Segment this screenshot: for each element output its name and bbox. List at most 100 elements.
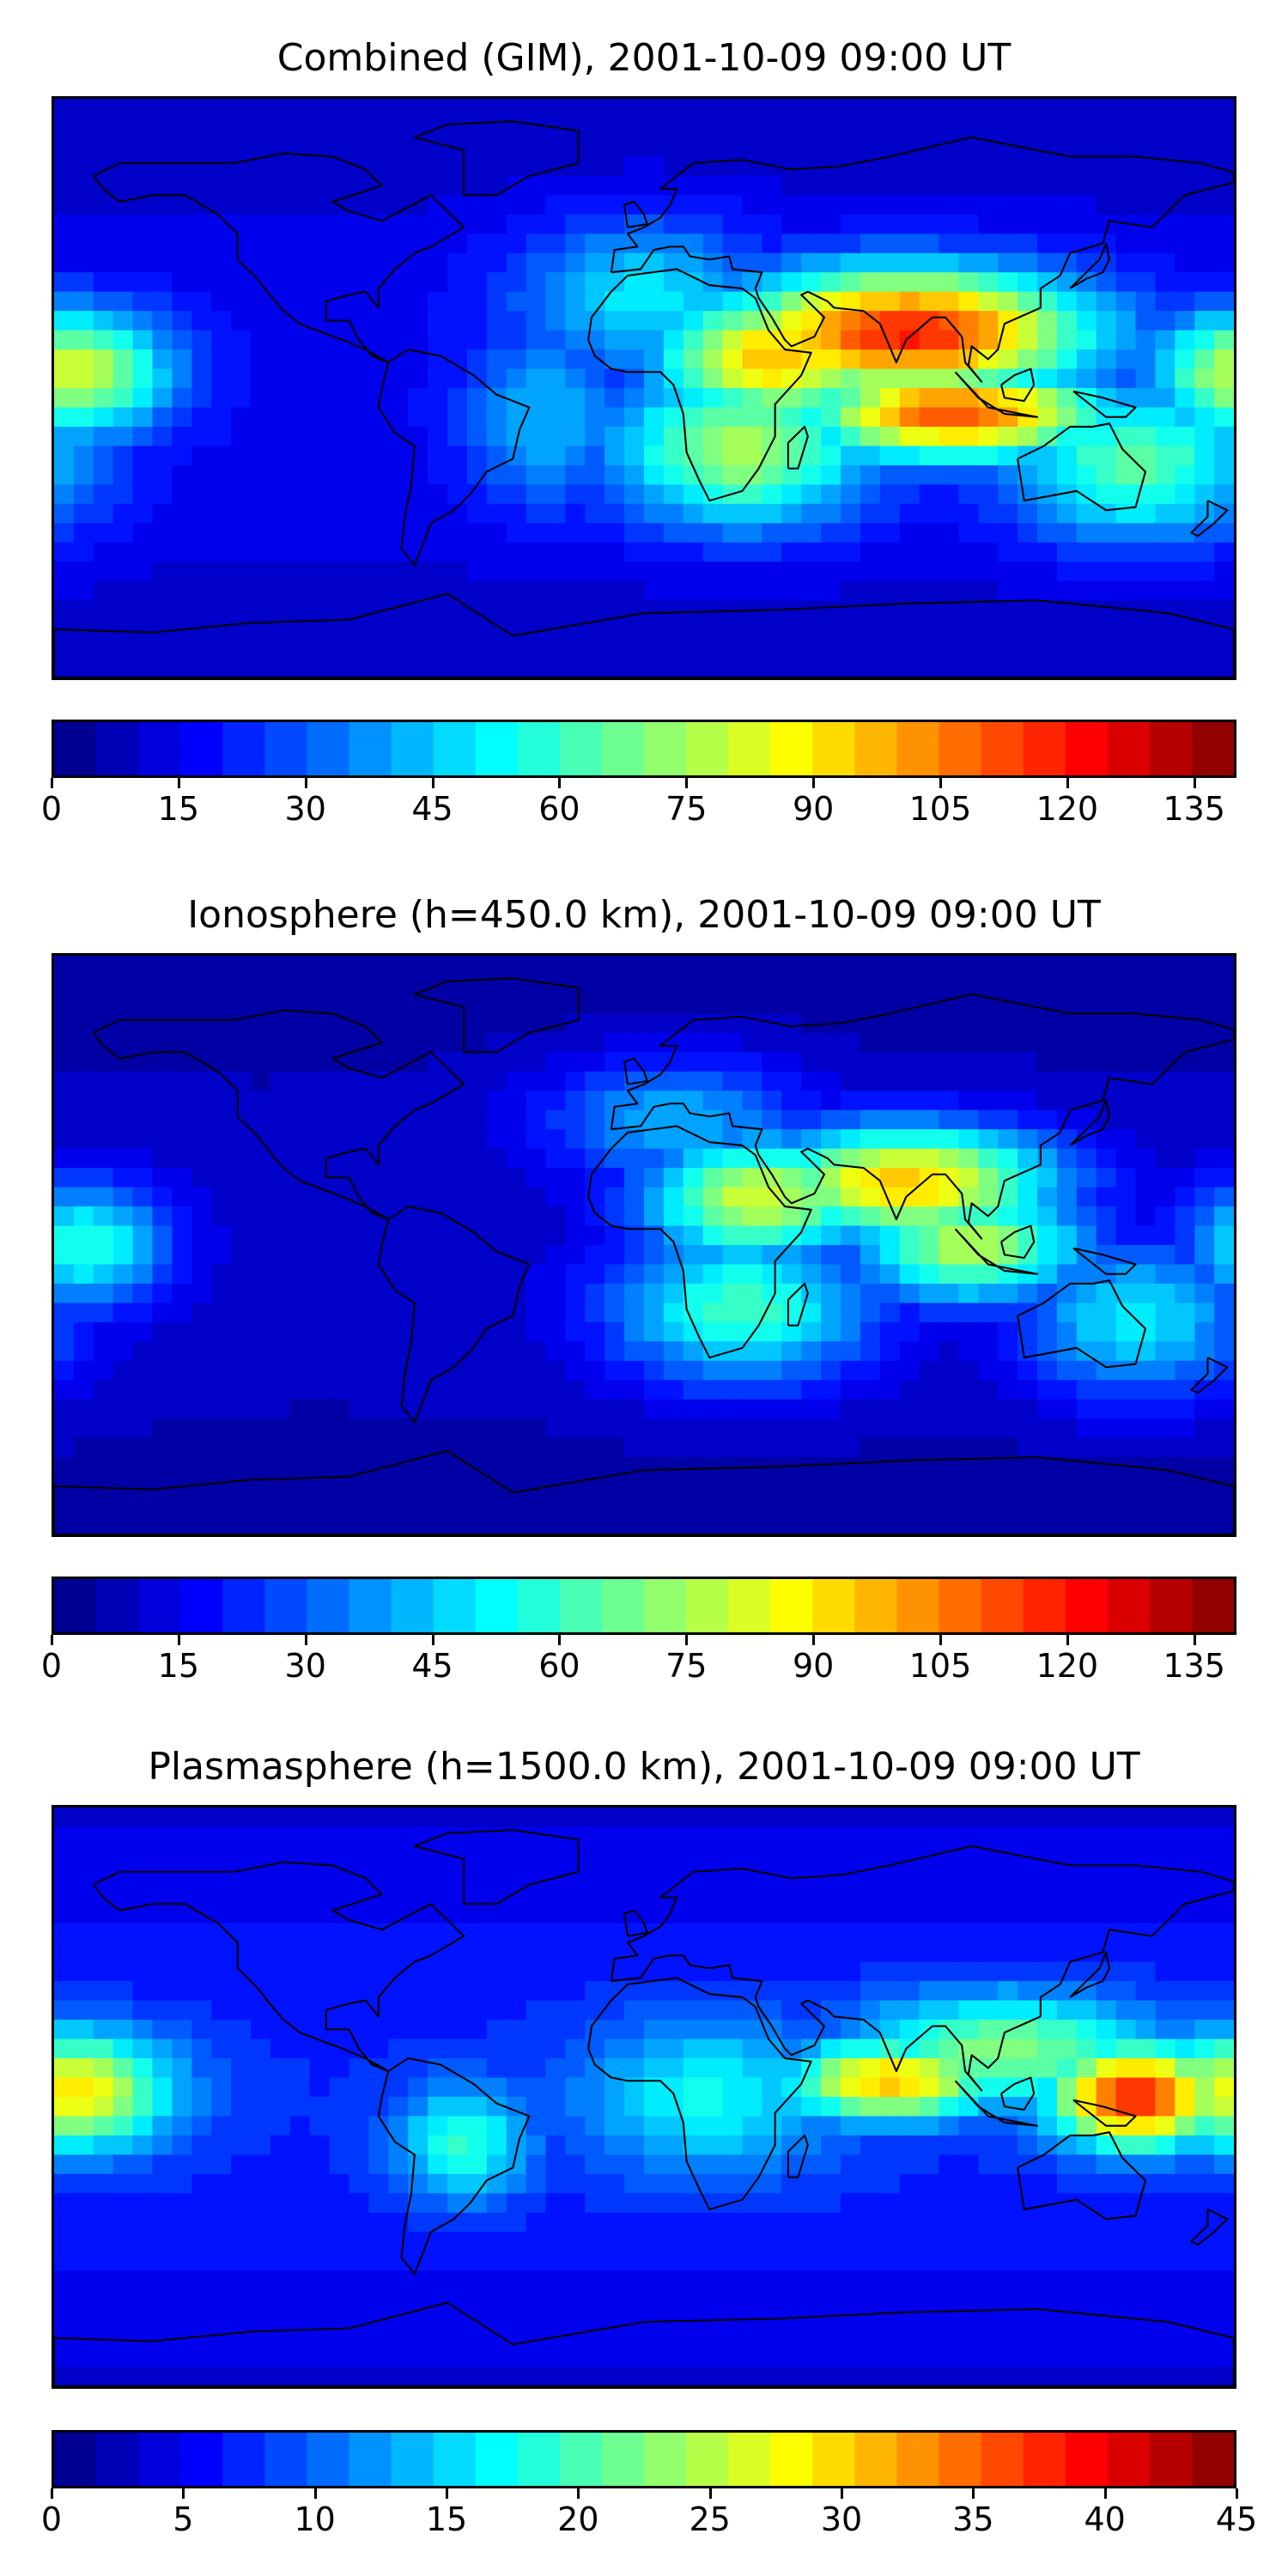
field-cell — [388, 600, 410, 621]
field-cell — [132, 368, 154, 390]
field-cell — [172, 407, 193, 428]
field-cell — [270, 1052, 291, 1072]
field-cell — [93, 484, 114, 505]
field-cell — [663, 118, 684, 139]
field-cell — [486, 1148, 507, 1170]
field-cell — [722, 2116, 744, 2137]
field-cell — [1096, 1476, 1117, 1498]
field-cell — [998, 993, 1019, 1015]
field-cell — [899, 2193, 920, 2214]
field-cell — [998, 639, 1019, 659]
field-cell — [1175, 580, 1196, 602]
field-cell — [762, 1884, 783, 1905]
field-cell — [841, 311, 862, 331]
colorbar-band — [1191, 722, 1234, 775]
field-cell — [958, 214, 980, 235]
field-cell — [1076, 1360, 1097, 1382]
field-cell — [702, 388, 724, 409]
field-cell — [1115, 1437, 1137, 1459]
field-cell — [663, 368, 684, 390]
field-cell — [231, 1148, 252, 1170]
field-cell — [644, 1148, 665, 1170]
field-cell — [1175, 1942, 1196, 1963]
field-cell — [860, 1206, 881, 1227]
field-cell — [742, 99, 763, 119]
colorbar-band — [728, 1579, 771, 1632]
field-cell — [1135, 580, 1157, 602]
field-cell — [211, 1515, 233, 1534]
field-cell — [683, 542, 704, 563]
field-cell — [605, 2097, 626, 2117]
field-cell — [309, 523, 331, 544]
field-cell — [821, 2154, 842, 2175]
field-cell — [191, 1206, 213, 1227]
field-cell — [93, 1148, 114, 1170]
field-cell — [388, 311, 410, 331]
colorbar-band — [1065, 722, 1109, 775]
field-cell — [73, 156, 94, 177]
field-cell — [191, 639, 213, 659]
field-cell — [270, 1845, 291, 1867]
field-cell — [309, 349, 331, 370]
field-cell — [1096, 214, 1117, 235]
field-cell — [408, 137, 429, 158]
field-cell — [152, 2097, 173, 2117]
field-cell — [683, 1360, 704, 1382]
field-cell — [526, 1245, 547, 1266]
field-cell — [958, 118, 980, 139]
field-cell — [172, 1826, 193, 1848]
field-cell — [289, 600, 311, 621]
field-cell — [958, 426, 980, 447]
field-cell — [644, 503, 665, 525]
field-cell — [152, 1245, 173, 1266]
field-cell — [1115, 1032, 1137, 1054]
colorbar-band — [475, 1579, 519, 1632]
field-cell — [368, 1091, 390, 1111]
field-cell — [801, 1961, 823, 1983]
field-cell — [172, 1148, 193, 1170]
colorbar-band — [1191, 1579, 1234, 1632]
field-cell — [545, 1321, 567, 1343]
coastline — [1072, 390, 1137, 418]
field-cell — [506, 234, 527, 254]
field-cell — [1155, 975, 1176, 996]
field-cell — [172, 291, 193, 313]
field-cell — [388, 1168, 410, 1188]
field-cell — [270, 1225, 291, 1247]
field-cell — [132, 1476, 154, 1498]
field-cell — [526, 214, 547, 235]
field-cell — [722, 1148, 744, 1170]
field-cell — [821, 2173, 842, 2195]
field-cell — [54, 311, 76, 331]
colorbar-band — [180, 722, 223, 775]
field-cell — [270, 2077, 291, 2099]
field-cell — [565, 118, 586, 139]
field-cell — [54, 99, 76, 119]
field-cell — [879, 1052, 901, 1072]
field-cell — [447, 1942, 469, 1963]
field-cell — [879, 234, 901, 254]
field-cell — [565, 1283, 586, 1304]
field-cell — [112, 1380, 134, 1400]
field-cell — [251, 2097, 272, 2117]
field-cell — [1135, 2173, 1157, 2195]
field-cell — [1076, 1187, 1097, 1208]
field-cell — [1096, 465, 1117, 486]
field-cell — [486, 1341, 507, 1362]
field-cell — [447, 156, 469, 177]
field-cell — [821, 349, 842, 370]
field-cell — [408, 600, 429, 621]
field-cell — [958, 1923, 980, 1944]
field-cell — [702, 1321, 724, 1343]
field-cell — [329, 1245, 350, 1266]
field-cell — [565, 484, 586, 505]
coastline — [623, 200, 648, 228]
field-cell — [545, 234, 567, 254]
field-cell — [998, 523, 1019, 544]
field-cell — [1214, 1884, 1234, 1905]
field-cell — [919, 1245, 940, 1266]
field-cell — [466, 1981, 488, 2002]
field-cell — [879, 619, 901, 641]
field-cell — [191, 2000, 213, 2021]
field-cell — [683, 1845, 704, 1867]
